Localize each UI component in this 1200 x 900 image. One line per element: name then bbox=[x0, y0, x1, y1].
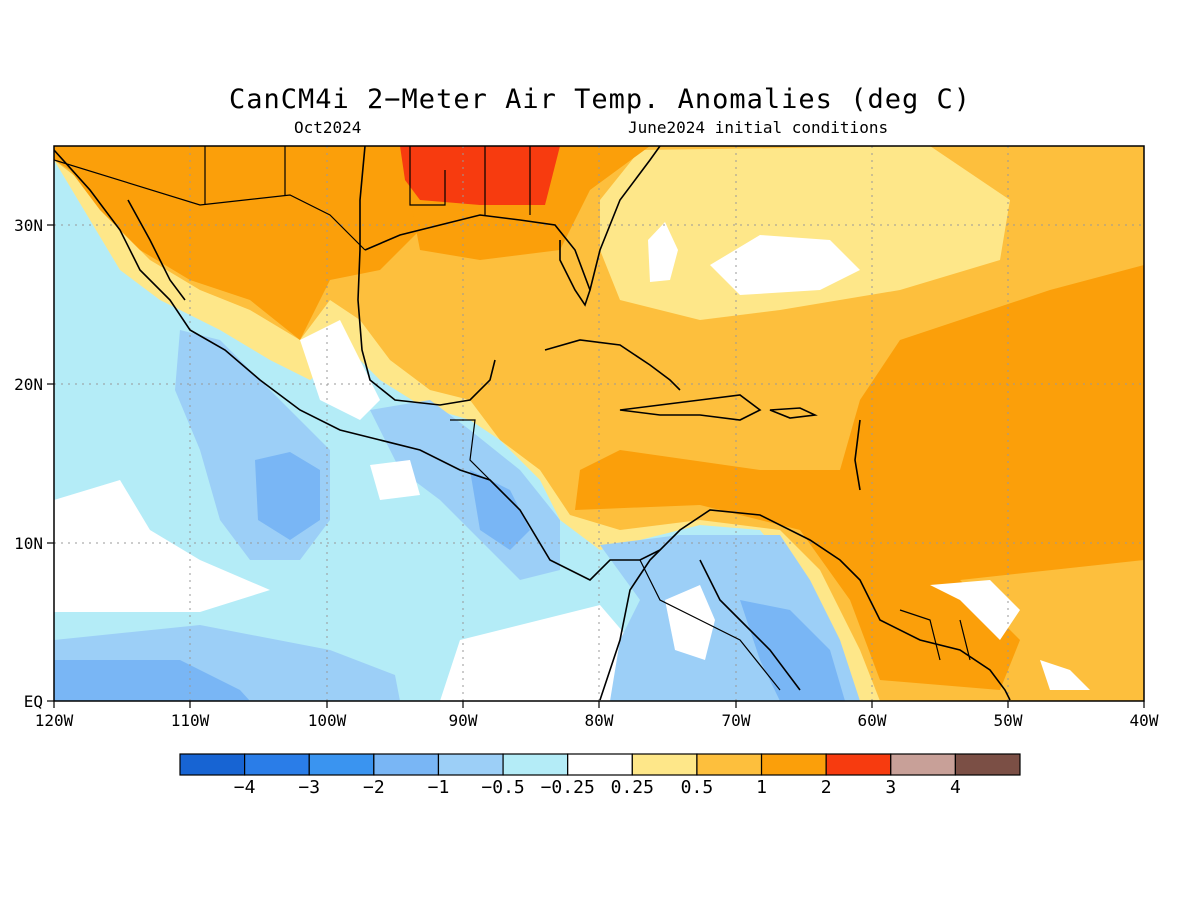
colorbar-label: −2 bbox=[363, 777, 385, 798]
colorbar-label: 0.25 bbox=[611, 777, 654, 798]
field-atlantic-white-3 bbox=[1040, 660, 1090, 690]
colorbar-label: 4 bbox=[950, 777, 961, 798]
colorbar-bin bbox=[825, 753, 892, 776]
valid-month-label: Oct2024 bbox=[294, 118, 362, 137]
colorbar-bin bbox=[502, 753, 569, 776]
coastlines bbox=[54, 146, 1011, 701]
colorbar-bin bbox=[760, 753, 827, 776]
colorbar-bin bbox=[567, 753, 633, 776]
colorbar-label: 1 bbox=[756, 777, 767, 798]
colorbar-bin bbox=[244, 753, 310, 776]
field-mexico-coast-white bbox=[300, 320, 380, 420]
colorbar-bin bbox=[373, 753, 440, 776]
x-tick-label: 70W bbox=[722, 711, 751, 730]
colorbar-label: 2 bbox=[821, 777, 832, 798]
anomaly-fields bbox=[54, 146, 1144, 701]
colorbar-bin bbox=[631, 753, 698, 776]
colorbar-label: −0.5 bbox=[481, 777, 524, 798]
field-atlantic-white-2 bbox=[648, 222, 678, 282]
field-colombia-white bbox=[440, 605, 630, 701]
field-interior-white bbox=[665, 585, 715, 660]
field-mexico-orange bbox=[54, 146, 420, 340]
field-guiana-white bbox=[930, 580, 1020, 640]
field-equator-blue-dark bbox=[54, 660, 250, 701]
y-tick-label: 30N bbox=[14, 216, 43, 235]
colorbar-label: −1 bbox=[428, 777, 450, 798]
field-pacific-blue-dark bbox=[255, 452, 320, 540]
borders bbox=[54, 146, 971, 691]
colorbar-bin bbox=[890, 753, 956, 776]
field-central-america-blue-dark bbox=[470, 470, 530, 550]
map-title: CanCM4i 2−Meter Air Temp. Anomalies (deg… bbox=[229, 84, 971, 115]
field-venezuela-blue bbox=[740, 600, 845, 701]
colorbar-bin bbox=[179, 753, 246, 776]
colorbar-label: −4 bbox=[234, 777, 256, 798]
graticule bbox=[54, 146, 1144, 701]
x-tick-label: 80W bbox=[585, 711, 614, 730]
y-tick-label: 20N bbox=[14, 375, 43, 394]
y-tick-label: EQ bbox=[24, 692, 43, 711]
x-tick-label: 110W bbox=[171, 711, 210, 730]
axis-ticks bbox=[47, 224, 1145, 708]
x-tick-label: 90W bbox=[449, 711, 478, 730]
colorbar-bin bbox=[954, 753, 1021, 776]
colorbar-bin bbox=[437, 753, 504, 776]
field-us-red bbox=[400, 146, 560, 205]
field-atlantic-white bbox=[710, 235, 860, 295]
field-pacific-white-2 bbox=[370, 460, 420, 500]
colorbar-label: 0.5 bbox=[681, 777, 714, 798]
field-pacific-white bbox=[54, 480, 270, 612]
x-tick-label: 40W bbox=[1130, 711, 1159, 730]
field-atlantic-yellow bbox=[600, 146, 1010, 320]
initial-conditions-label: June2024 initial conditions bbox=[628, 118, 889, 137]
x-tick-label: 100W bbox=[308, 711, 347, 730]
x-tick-label: 120W bbox=[35, 711, 74, 730]
colorbar-label: 3 bbox=[885, 777, 896, 798]
x-tick-label: 60W bbox=[858, 711, 887, 730]
x-tick-label: 50W bbox=[994, 711, 1023, 730]
colorbar-label: −0.25 bbox=[541, 777, 595, 798]
colorbar: −4 −3 −2 −1 −0.5 −0.25 0.25 0.5 1 2 3 4 bbox=[179, 753, 1021, 798]
field-caribbean-orange bbox=[575, 265, 1144, 690]
colorbar-label: −3 bbox=[298, 777, 320, 798]
colorbar-bin bbox=[308, 753, 375, 776]
colorbar-bin bbox=[696, 753, 763, 776]
y-tick-label: 10N bbox=[14, 534, 43, 553]
